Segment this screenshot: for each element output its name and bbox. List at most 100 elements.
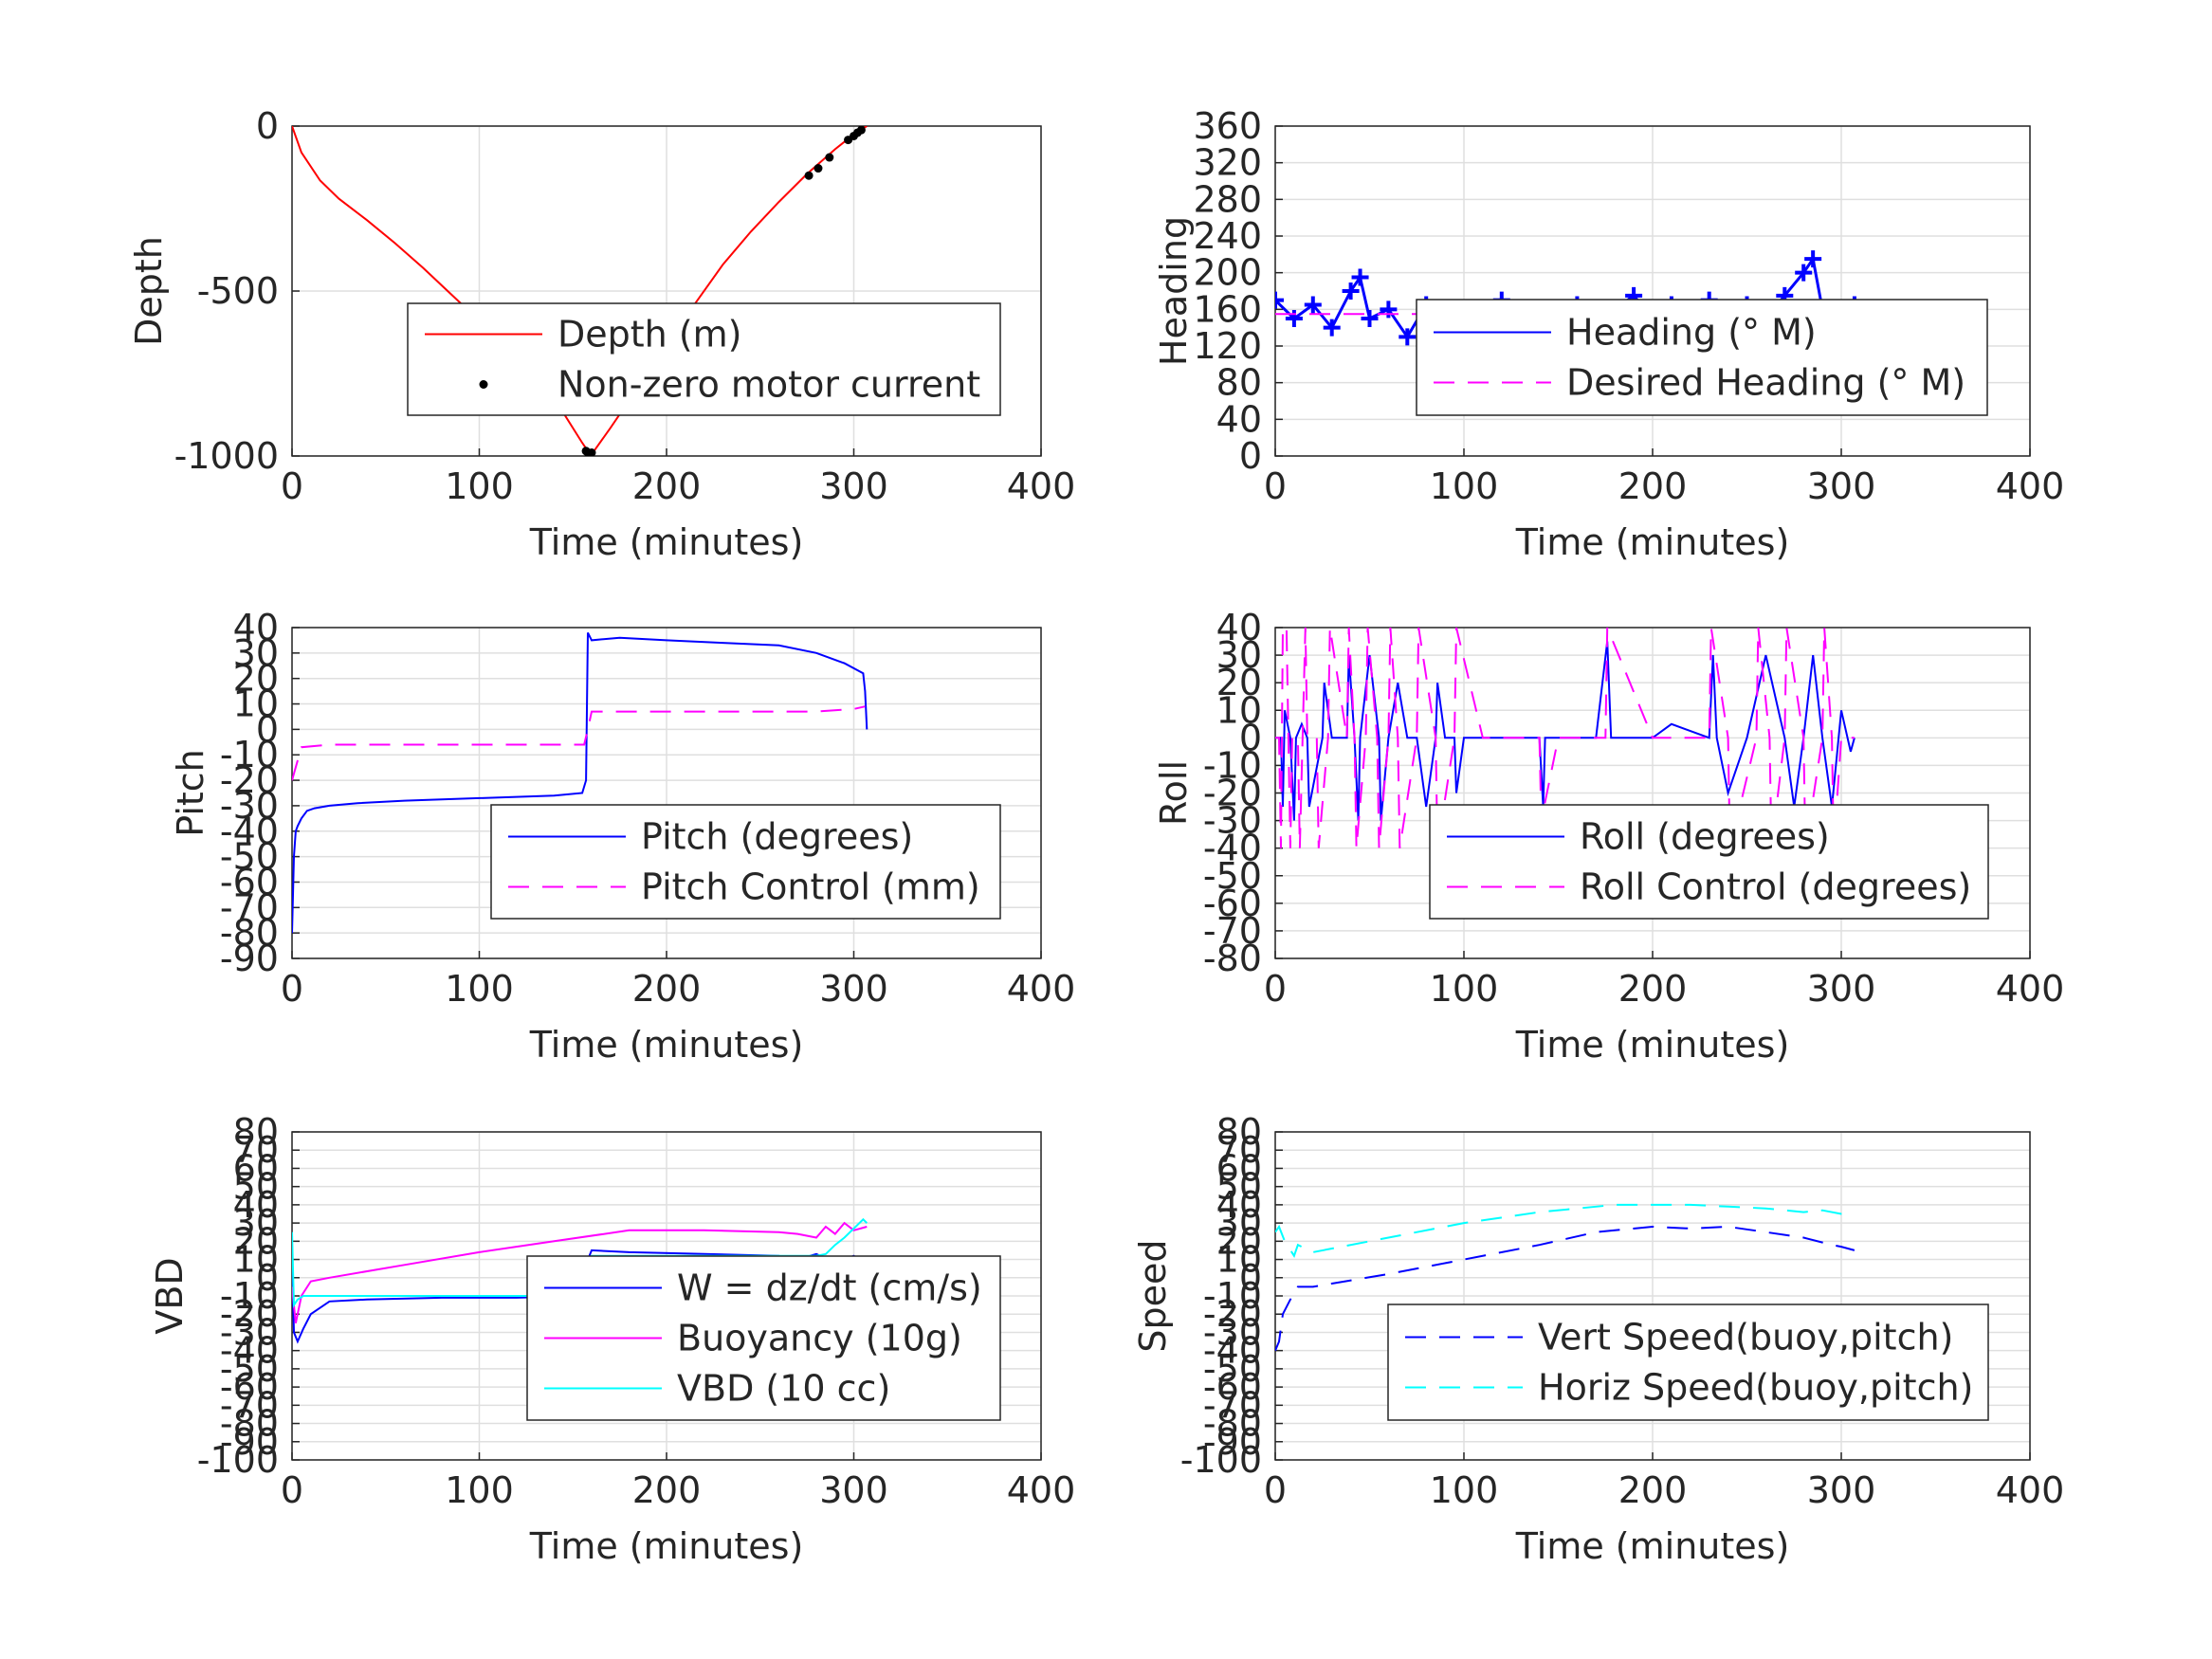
vbd-series-2: [292, 1221, 868, 1324]
x-tick-label: 300: [819, 968, 888, 1010]
y-tick-label: 30: [1216, 634, 1262, 676]
x-tick-label: 400: [1007, 1469, 1076, 1511]
roll-legend: Roll (degrees) Roll Control (degrees): [1429, 804, 1989, 920]
y-tick-label: 0: [1239, 1257, 1262, 1299]
x-tick-label: 400: [1007, 465, 1076, 507]
y-tick-label: 80: [1216, 1111, 1262, 1153]
legend-entry-label: W = dz/dt (cm/s): [677, 1267, 982, 1309]
y-tick-label: 120: [1193, 325, 1262, 367]
x-tick-label: 100: [445, 968, 514, 1010]
y-tick-label: 80: [233, 1111, 279, 1153]
data-point: [1804, 250, 1822, 268]
data-point: [1285, 310, 1303, 327]
data-point: [1380, 301, 1398, 319]
y-tick-label: -60: [1203, 883, 1262, 924]
speed-series-1: [1275, 1225, 1856, 1352]
depth-series-2: [581, 126, 866, 456]
data-point: [804, 171, 814, 180]
y-tick-label: -10: [1203, 1275, 1262, 1317]
y-axis-label: Speed: [1132, 1239, 1174, 1352]
data-point: [1795, 264, 1813, 282]
legend-entry-label: Pitch Control (mm): [641, 866, 980, 908]
y-tick-label: 40: [1216, 607, 1262, 648]
y-tick-label: -20: [220, 1293, 279, 1335]
legend-box: [1416, 299, 1988, 416]
legend-entry-label: Buoyancy (10g): [677, 1318, 962, 1359]
legend-entry-label: Desired Heading (° M): [1566, 362, 1965, 404]
y-tick-label: -50: [220, 1348, 279, 1390]
y-tick-label: -50: [1203, 1348, 1262, 1390]
x-tick-label: 200: [632, 465, 702, 507]
y-tick-label: -90: [220, 938, 279, 979]
y-tick-label: 280: [1193, 178, 1262, 220]
data-point: [1351, 268, 1369, 286]
x-tick-label: 100: [1430, 968, 1499, 1010]
x-tick-label: 0: [281, 968, 303, 1010]
speed-series-2: [1275, 1203, 1855, 1258]
y-tick-label: 10: [1216, 1239, 1262, 1281]
y-tick-label: -60: [220, 861, 279, 902]
y-tick-label: 20: [233, 1220, 279, 1262]
y-tick-label: 360: [1193, 105, 1262, 147]
x-axis-label: Time (minutes): [529, 521, 804, 563]
y-tick-label: 50: [1216, 1166, 1262, 1208]
y-tick-label: -40: [220, 811, 279, 852]
heading-chart: 0 100 200 300 40036032028024020016012080400T…: [1153, 105, 2064, 563]
y-tick-label: -80: [1203, 938, 1262, 979]
x-tick-label: 400: [1996, 968, 2065, 1010]
y-tick-label: 10: [233, 1239, 279, 1281]
y-tick-label: 70: [1216, 1129, 1262, 1171]
y-tick-label: -60: [220, 1366, 279, 1408]
x-axis-label: Time (minutes): [1515, 1024, 1790, 1066]
y-axis-label: Pitch: [170, 749, 211, 837]
y-tick-label: -40: [1203, 828, 1262, 869]
x-axis-label: Time (minutes): [529, 1525, 804, 1567]
y-tick-label: 70: [233, 1129, 279, 1171]
y-tick-label: -1000: [174, 435, 279, 477]
x-tick-label: 0: [1264, 465, 1287, 507]
y-tick-label: 20: [233, 658, 279, 700]
y-tick-label: -30: [220, 785, 279, 827]
legend-box: [407, 302, 1001, 416]
x-tick-label: 200: [1618, 465, 1688, 507]
roll-series-1: [1275, 641, 1856, 821]
pitch-series-1: [292, 631, 868, 934]
pitch-chart: 0 100 200 300 400403020100-10-20-30-40-50-60…: [170, 607, 1075, 1066]
y-tick-label: 30: [233, 632, 279, 674]
y-tick-label: -70: [1203, 1384, 1262, 1426]
x-tick-label: 300: [1807, 968, 1876, 1010]
x-tick-label: 100: [1430, 1469, 1499, 1511]
vbd-legend: W = dz/dt (cm/s) Buoyancy (10g) VBD (10 cc…: [526, 1255, 1001, 1421]
y-tick-label: 0: [1239, 717, 1262, 758]
x-tick-label: 200: [1618, 968, 1688, 1010]
y-tick-label: 40: [1216, 1184, 1262, 1226]
x-tick-label: 200: [1618, 1469, 1688, 1511]
heading-legend: Heading (° M) Desired Heading (° M): [1416, 299, 1988, 416]
y-tick-label: 200: [1193, 252, 1262, 294]
data-point: [1342, 283, 1360, 300]
y-tick-label: -90: [1203, 1421, 1262, 1463]
y-tick-label: 60: [233, 1147, 279, 1189]
data-point: [1361, 310, 1379, 327]
y-tick-label: -40: [1203, 1330, 1262, 1372]
depth-legend: Depth (m) Non-zero motor current: [407, 302, 1001, 416]
legend-entry-label: Pitch (degrees): [641, 816, 913, 858]
data-point: [1323, 319, 1341, 337]
legend-marker: [479, 380, 488, 389]
legend-entry-label: Vert Speed(buoy,pitch): [1538, 1317, 1953, 1358]
y-tick-label: -40: [220, 1330, 279, 1372]
legend-entry-label: Heading (° M): [1566, 312, 1817, 354]
vbd-chart: 0 100 200 300 40080706050403020100-10-20-30-…: [149, 1111, 1075, 1567]
data-point: [814, 164, 823, 173]
x-tick-label: 100: [1430, 465, 1499, 507]
series-line: [292, 631, 868, 934]
legend-box: [1387, 1304, 1989, 1421]
y-tick-label: -60: [1203, 1366, 1262, 1408]
y-tick-label: 20: [1216, 1220, 1262, 1262]
y-tick-label: 0: [1239, 435, 1262, 477]
y-tick-label: 40: [233, 1184, 279, 1226]
y-tick-label: 30: [233, 1202, 279, 1244]
legend-entry-label: Depth (m): [558, 314, 742, 356]
x-tick-label: 0: [1264, 1469, 1287, 1511]
